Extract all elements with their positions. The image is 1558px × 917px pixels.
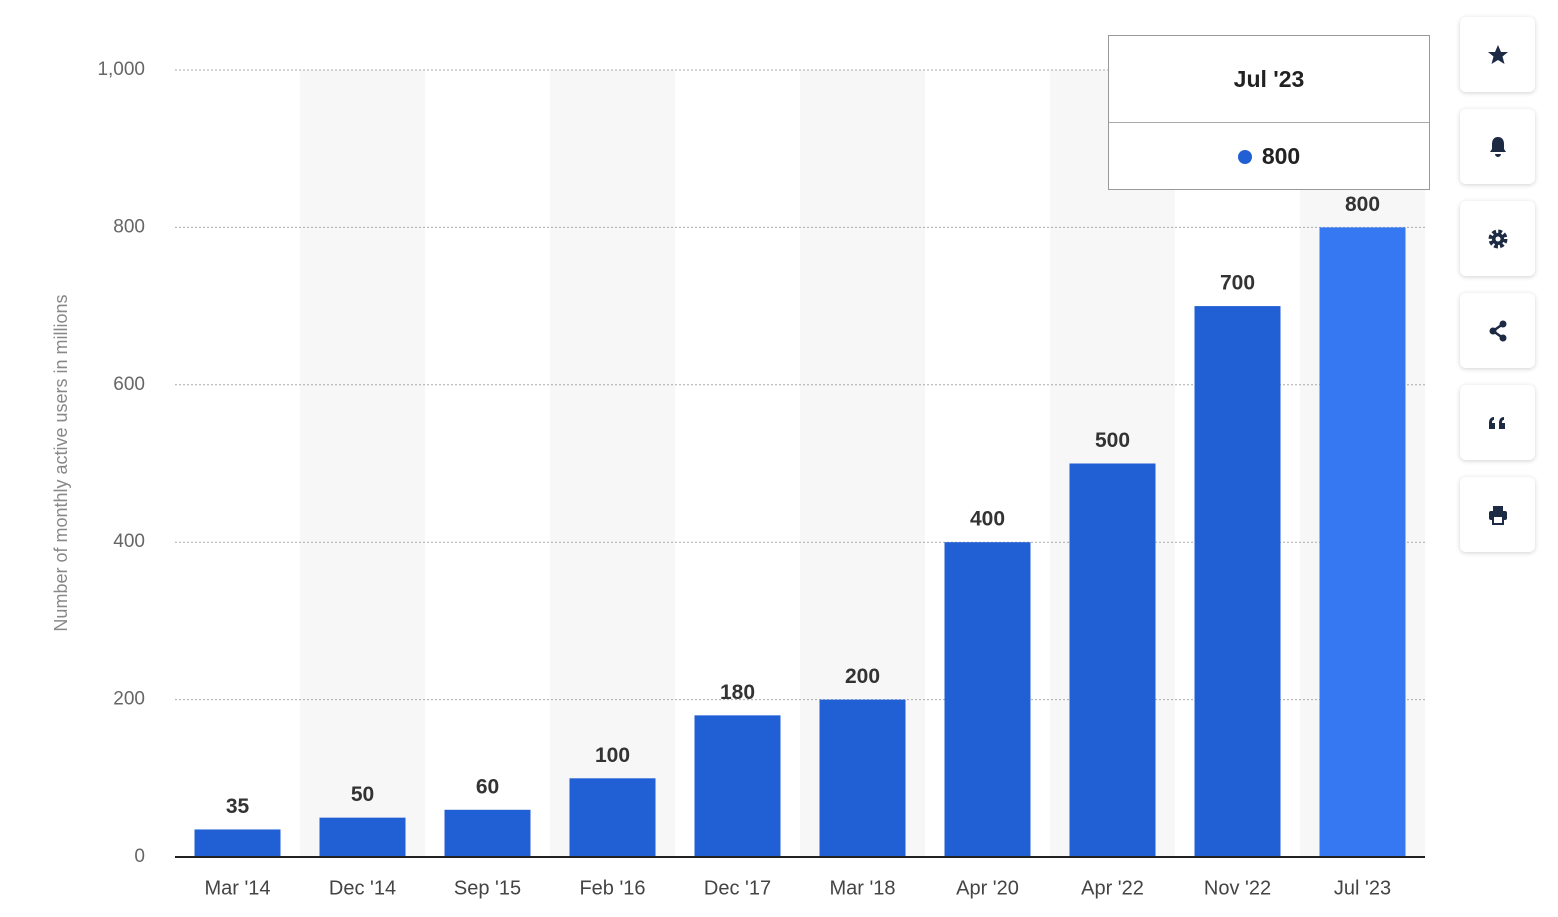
notification-button[interactable] — [1460, 109, 1535, 184]
y-tick-label: 600 — [113, 374, 145, 395]
bar — [319, 817, 406, 857]
x-tick-label: Apr '22 — [1081, 877, 1144, 899]
bar — [569, 778, 656, 857]
y-tick-label: 0 — [134, 846, 145, 867]
x-tick-label: Dec '14 — [329, 877, 396, 899]
bar — [1194, 306, 1281, 858]
tooltip-title: Jul '23 — [1109, 36, 1429, 123]
x-tick-label: Nov '22 — [1204, 877, 1271, 899]
bar — [819, 699, 906, 857]
data-label: 180 — [720, 681, 755, 704]
column-shade — [550, 70, 675, 857]
data-label: 50 — [351, 783, 374, 806]
x-tick-label: Jul '23 — [1334, 877, 1391, 899]
x-tick-label: Mar '18 — [829, 877, 895, 899]
data-label: 35 — [226, 795, 250, 818]
x-tick-label: Dec '17 — [704, 877, 771, 899]
data-label: 60 — [476, 775, 499, 798]
favorite-button[interactable] — [1460, 17, 1535, 92]
x-tick-label: Mar '14 — [204, 877, 270, 899]
data-label: 500 — [1095, 429, 1130, 452]
x-tick-label: Sep '15 — [454, 877, 521, 899]
bar — [944, 542, 1031, 857]
column-shade — [300, 70, 425, 857]
x-tick-label: Feb '16 — [579, 877, 645, 899]
data-label: 400 — [970, 508, 1005, 531]
tooltip-value: 800 — [1261, 143, 1301, 169]
print-button[interactable] — [1460, 477, 1535, 552]
y-tick-label: 1,000 — [97, 59, 145, 80]
settings-button[interactable] — [1460, 201, 1535, 276]
tooltip: Jul '23 800 — [1108, 35, 1430, 190]
x-tick-label: Apr '20 — [956, 877, 1019, 899]
data-label: 200 — [845, 665, 880, 688]
bar — [1069, 463, 1156, 857]
data-label: 700 — [1220, 272, 1255, 295]
chart: Number of monthly active users in millio… — [51, 59, 1425, 899]
share-button[interactable] — [1460, 293, 1535, 368]
bar — [444, 809, 531, 857]
y-tick-label: 400 — [113, 531, 145, 552]
bar — [1319, 227, 1406, 857]
tooltip-dot — [1237, 149, 1252, 164]
bar — [694, 715, 781, 857]
data-label: 100 — [595, 744, 630, 767]
y-tick-label: 800 — [113, 216, 145, 237]
y-tick-label: 200 — [113, 689, 145, 710]
cite-button[interactable] — [1460, 385, 1535, 460]
y-axis-label: Number of monthly active users in millio… — [51, 294, 71, 631]
tooltip-row: 800 — [1109, 123, 1429, 190]
data-label: 800 — [1345, 193, 1380, 216]
bar — [194, 829, 281, 857]
